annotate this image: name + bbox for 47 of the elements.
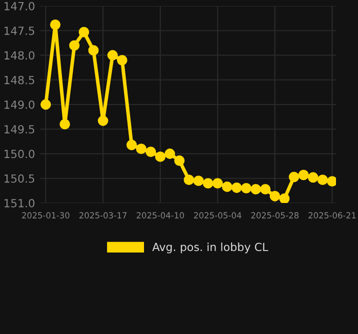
y-tick-label: 151.0	[4, 198, 34, 208]
y-tick-label: 149.5	[4, 125, 34, 134]
point	[88, 45, 99, 56]
point	[174, 155, 185, 166]
point	[326, 176, 336, 187]
point	[155, 151, 166, 162]
y-tick-label: 147.5	[4, 26, 34, 36]
point	[260, 184, 271, 194]
y-tick-label: 148.5	[4, 76, 34, 84]
x-tick-label: 2025-03-17	[79, 212, 127, 218]
point	[126, 140, 137, 150]
point	[146, 146, 156, 157]
point	[40, 99, 51, 110]
point	[202, 178, 214, 189]
point	[288, 172, 300, 182]
point	[212, 178, 223, 189]
x-tick-label: 2025-06-21	[308, 212, 356, 218]
point	[184, 174, 194, 186]
point	[250, 184, 261, 194]
point	[136, 144, 146, 154]
point	[308, 172, 318, 183]
point	[107, 50, 118, 60]
x-tick-label: 2025-04-10	[136, 212, 184, 218]
point	[193, 176, 204, 186]
point	[50, 20, 60, 30]
point	[231, 182, 242, 193]
y-tick-label: 150.0	[4, 150, 34, 158]
point	[69, 40, 80, 51]
point	[241, 183, 252, 194]
y-tick-label: 148.0	[4, 51, 34, 60]
point	[116, 54, 128, 66]
point	[78, 26, 90, 38]
y-tick-label: 147.0	[4, 2, 34, 10]
point	[270, 190, 280, 202]
point	[98, 116, 108, 126]
y-tick-label: 149.0	[4, 100, 34, 109]
x-tick-label: 2025-05-28	[251, 212, 299, 218]
point	[164, 148, 176, 159]
x-tick-label: 2025-05-04	[194, 212, 242, 218]
point	[222, 182, 232, 192]
point	[317, 174, 328, 186]
point	[60, 118, 70, 130]
point	[279, 193, 290, 203]
y-tick-label: 150.5	[4, 174, 34, 183]
legend-label: Avg. pos. in lobby CL	[152, 242, 268, 254]
point	[298, 170, 309, 180]
x-tick-label: 2025-01-30	[22, 212, 70, 218]
